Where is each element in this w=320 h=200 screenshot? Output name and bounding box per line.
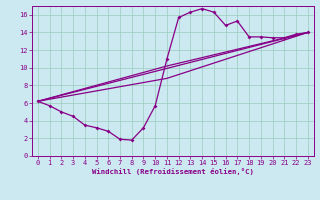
X-axis label: Windchill (Refroidissement éolien,°C): Windchill (Refroidissement éolien,°C): [92, 168, 254, 175]
